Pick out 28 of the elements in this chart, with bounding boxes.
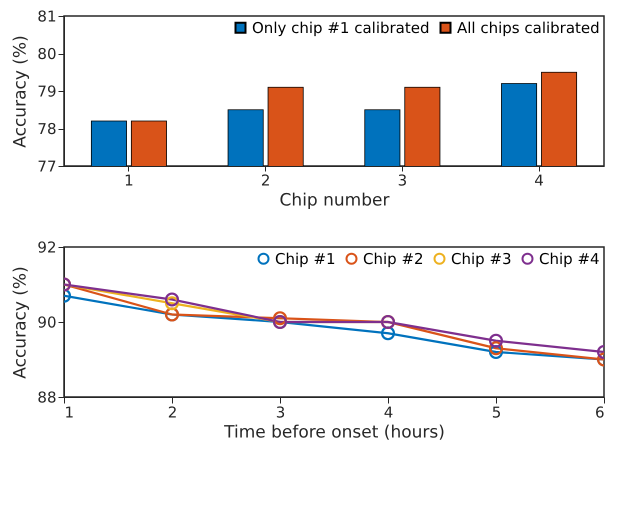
y-tick-label: 78 [37, 120, 56, 138]
y-tick-label: 77 [37, 158, 56, 176]
legend-label: Chip #3 [451, 250, 512, 268]
y-axis-title: Accuracy (%) [10, 35, 30, 148]
x-tick-label: 2 [168, 404, 178, 422]
x-tick-label: 3 [398, 172, 408, 190]
y-tick-label: 80 [37, 45, 56, 63]
y-tick-label: 81 [37, 8, 56, 26]
x-tick-label: 2 [260, 172, 270, 190]
legend-label: Only chip #1 calibrated [252, 18, 430, 37]
x-axis-title: Chip number [280, 190, 390, 210]
legend-label: All chips calibrated [457, 18, 600, 37]
x-tick-label: 3 [276, 404, 286, 422]
legend-label: Chip #1 [275, 250, 336, 268]
x-tick-label: 1 [64, 404, 74, 422]
y-tick-label: 92 [37, 238, 56, 256]
x-tick-label: 1 [124, 172, 134, 190]
x-tick-label: 5 [492, 404, 502, 422]
y-tick-label: 88 [37, 388, 56, 406]
x-tick-label: 6 [594, 404, 604, 422]
legend-label: Chip #2 [363, 250, 424, 268]
x-axis-title: Time before onset (hours) [223, 422, 445, 442]
y-axis-title: Accuracy (%) [10, 266, 30, 379]
y-tick-label: 90 [37, 314, 56, 332]
legend-label: Chip #4 [539, 250, 600, 268]
y-tick-label: 79 [37, 82, 56, 100]
x-tick-label: 4 [534, 172, 544, 190]
x-tick-label: 4 [384, 404, 394, 422]
